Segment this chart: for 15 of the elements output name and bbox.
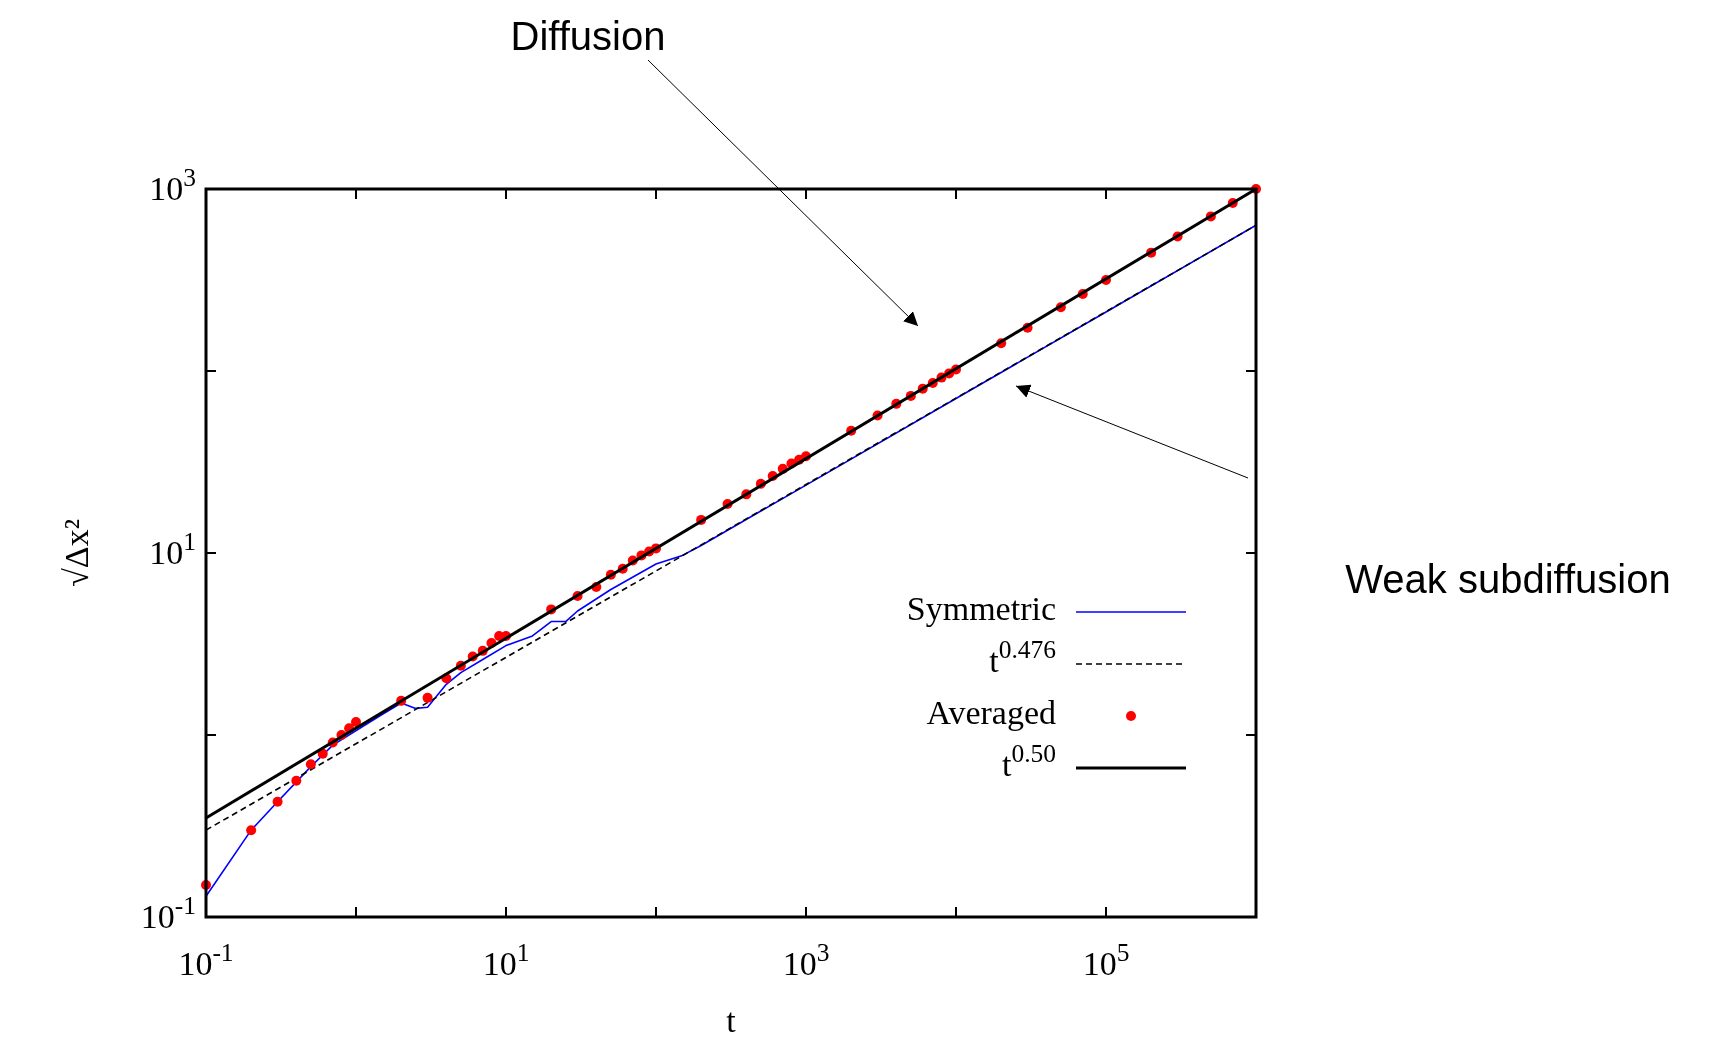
legend-label: Averaged [926,694,1056,731]
legend-label: t$^{0.50}$ [1001,738,1056,783]
legend-label: t$^{0.476}$ [989,634,1056,679]
x-tick-label: 10$^{1}$ [482,937,530,982]
text: Diffusion [510,14,666,58]
y-tick-label: 10$^{3}$ [149,162,196,207]
y-tick-label: 10$^{-1}$ [140,890,196,935]
x-axis-title: t [726,1002,737,1039]
x-tick-label: 10$^{5}$ [1082,937,1130,982]
text: Weak subdiffusion [1345,557,1671,601]
x-tick-label: 10$^{3}$ [782,937,830,982]
legend-label: Symmetric [906,590,1056,627]
y-tick-label: 10$^{1}$ [149,526,196,571]
x-tick-label: 10$^{-1}$ [178,937,234,982]
y-axis-title: √Δx² [58,519,95,587]
